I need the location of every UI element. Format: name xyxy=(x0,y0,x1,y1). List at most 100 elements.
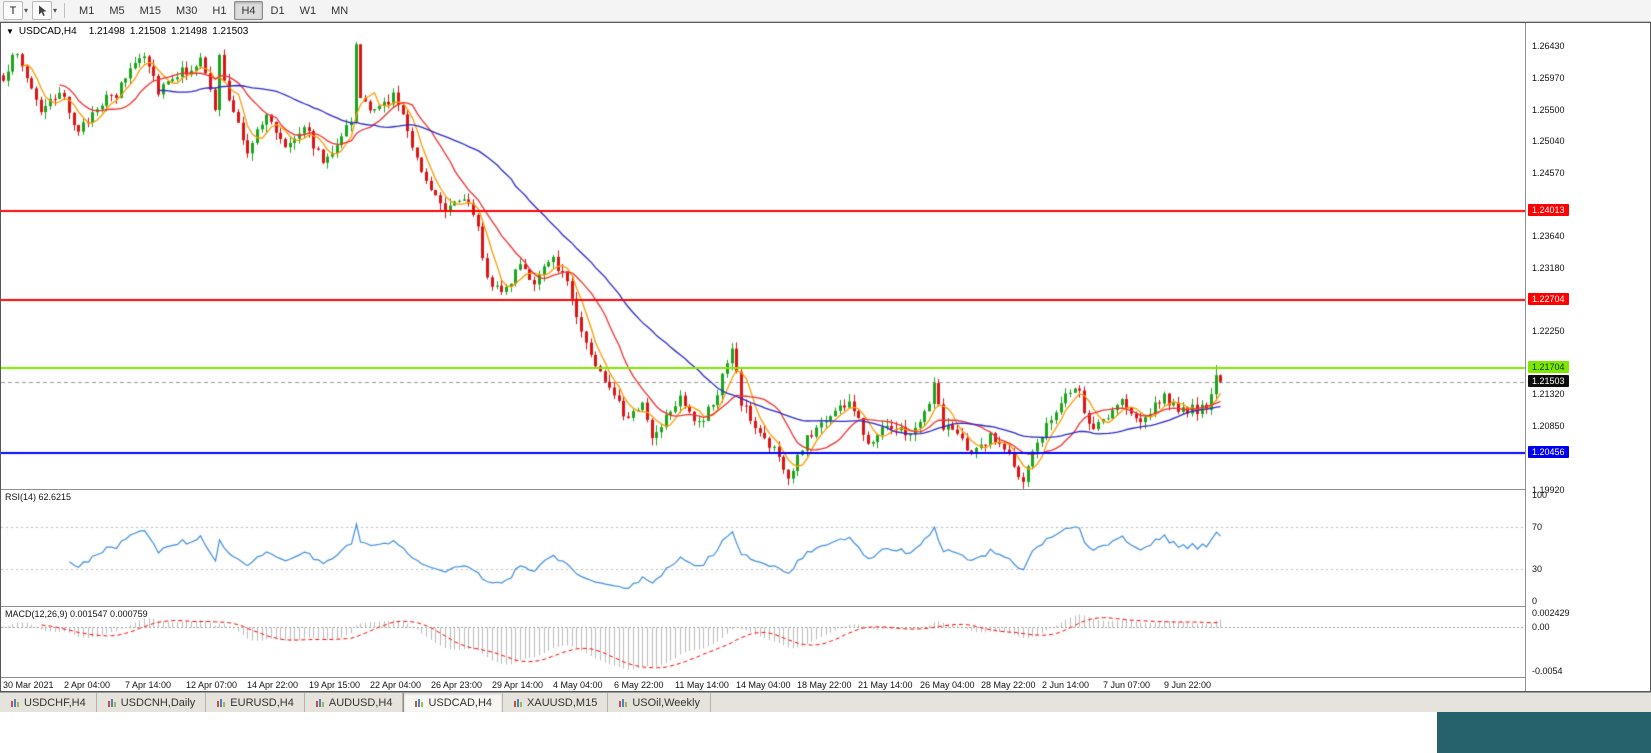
chart-tab-audusd-h4[interactable]: AUDUSD,H4 xyxy=(305,693,404,712)
timeframe-button-h4[interactable]: H4 xyxy=(234,1,263,20)
mini-chart-icon xyxy=(107,698,117,708)
ohlc-low: 1.21498 xyxy=(171,26,208,37)
chart-tab-label: USDCHF,H4 xyxy=(24,696,86,709)
toolbar: T ▾ ▾ M1 M5 M15 M30 H1 H4 D1 W1 MN xyxy=(0,0,1651,22)
time-axis-label: 19 Apr 15:00 xyxy=(309,680,361,690)
price-level-label: 1.21704 xyxy=(1528,361,1569,374)
price-axis-tick: 1.25040 xyxy=(1532,135,1565,146)
price-axis-tick: 1.22250 xyxy=(1532,325,1565,336)
price-axis-tick: 1.25500 xyxy=(1532,104,1565,115)
time-axis-label: 30 Mar 2021 xyxy=(3,680,54,690)
chart-tab-bar: USDCHF,H4 USDCNH,Daily EURUSD,H4 AUDUSD,H4 U… xyxy=(0,692,1651,712)
timeframe-button-w1[interactable]: W1 xyxy=(299,5,317,17)
chart-tab-label: USDCNH,Daily xyxy=(120,696,196,709)
chart-title: USDCAD,H4 xyxy=(18,26,77,37)
time-axis-label: 6 May 22:00 xyxy=(614,680,664,690)
timeframe-button-m5[interactable]: M5 xyxy=(109,5,125,17)
chevron-down-icon[interactable]: ▾ xyxy=(53,5,58,15)
time-axis-label: 18 May 22:00 xyxy=(797,680,852,690)
macd-pane-canvas[interactable] xyxy=(1,607,1525,677)
ohlc-open: 1.21498 xyxy=(88,26,125,37)
chart-tab-label: USOil,Weekly xyxy=(632,696,700,709)
cursor-icon xyxy=(38,5,47,17)
ohlc-close: 1.21503 xyxy=(212,26,249,37)
time-axis[interactable]: 30 Mar 2021 2 Apr 04:00 7 Apr 14:00 12 Apr … xyxy=(1,677,1525,691)
chart-tab-usdcnh-daily[interactable]: USDCNH,Daily xyxy=(97,693,207,712)
chart-window: ▼ USDCAD,H4 1.21498 1.21508 1.21498 1.21… xyxy=(0,22,1651,692)
time-axis-label: 7 Apr 14:00 xyxy=(125,680,172,690)
rsi-axis-tick: 100 xyxy=(1532,490,1548,500)
price-axis-tick: 1.23180 xyxy=(1532,262,1565,273)
time-axis-label: 22 Apr 04:00 xyxy=(370,680,422,690)
time-axis-label: 28 May 22:00 xyxy=(981,680,1036,690)
chart-tab-usdchf-h4[interactable]: USDCHF,H4 xyxy=(0,693,97,712)
pane-resize-handle[interactable] xyxy=(1,606,1650,607)
timeframe-toolbar: M1 M5 M15 M30 H1 H4 D1 W1 MN xyxy=(72,1,355,20)
time-axis-label: 7 Jun 07:00 xyxy=(1103,680,1151,690)
ohlc-high: 1.21508 xyxy=(129,26,167,37)
price-axis[interactable]: 1.26430 1.25970 1.25500 1.25040 1.24570 1.236… xyxy=(1526,23,1650,691)
toolbar-separator xyxy=(64,3,66,18)
price-level-label: 1.24013 xyxy=(1528,203,1569,216)
time-axis-label: 12 Apr 07:00 xyxy=(186,680,238,690)
timeframe-button-m30[interactable]: M30 xyxy=(176,5,198,17)
macd-axis-tick: -0.0054 xyxy=(1532,666,1563,676)
mini-chart-icon xyxy=(414,698,424,708)
time-axis-label: 29 Apr 14:00 xyxy=(492,680,544,690)
price-axis-tick: 1.26430 xyxy=(1532,41,1565,52)
chart-header: ▼ USDCAD,H4 1.21498 1.21508 1.21498 1.21… xyxy=(6,26,248,37)
mini-chart-icon xyxy=(513,698,523,708)
time-axis-label: 26 May 04:00 xyxy=(920,680,975,690)
time-axis-label: 11 May 14:00 xyxy=(675,680,729,690)
mini-chart-icon xyxy=(315,698,325,708)
macd-axis-tick: 0.00 xyxy=(1532,621,1550,632)
time-axis-label: 26 Apr 23:00 xyxy=(431,680,483,690)
mini-chart-icon xyxy=(618,698,628,708)
time-axis-label: 2 Apr 04:00 xyxy=(64,680,111,690)
text-tool-button[interactable]: T xyxy=(3,1,23,20)
macd-axis-tick: 0.002429 xyxy=(1532,608,1570,618)
chevron-down-icon[interactable]: ▾ xyxy=(24,5,29,15)
price-level-label: 1.20456 xyxy=(1528,446,1569,459)
chart-tab-eurusd-h4[interactable]: EURUSD,H4 xyxy=(206,693,305,712)
timeframe-button-m15[interactable]: M15 xyxy=(139,5,161,17)
time-axis-label: 14 May 04:00 xyxy=(736,680,791,690)
main-chart-canvas[interactable] xyxy=(1,23,1525,489)
current-price-label: 1.21503 xyxy=(1528,374,1569,387)
chart-tab-usdcad-h4[interactable]: USDCAD,H4 xyxy=(403,693,504,712)
timeframe-button-mn[interactable]: MN xyxy=(331,5,349,17)
window-bottom-strip xyxy=(0,712,1651,753)
rsi-pane-canvas[interactable] xyxy=(1,490,1525,606)
rsi-axis-tick: 70 xyxy=(1532,521,1543,532)
time-axis-label: 2 Jun 14:00 xyxy=(1042,680,1090,690)
price-level-label: 1.22704 xyxy=(1528,293,1569,305)
price-axis-tick: 1.23640 xyxy=(1532,231,1565,242)
time-axis-label: 21 May 14:00 xyxy=(858,680,913,690)
chart-tab-xauusd-m15[interactable]: XAUUSD,M15 xyxy=(503,693,609,712)
timeframe-button-d1[interactable]: D1 xyxy=(270,5,285,17)
collapse-icon[interactable]: ▼ xyxy=(6,27,14,36)
pane-resize-handle[interactable] xyxy=(1,489,1650,490)
chart-tab-label: XAUUSD,M15 xyxy=(527,696,598,709)
price-axis-tick: 1.24570 xyxy=(1532,167,1565,178)
rsi-axis-tick: 0 xyxy=(1532,596,1538,606)
time-axis-label: 4 May 04:00 xyxy=(553,680,603,690)
price-axis-tick: 1.19920 xyxy=(1532,484,1565,495)
time-axis-label: 9 Jun 22:00 xyxy=(1164,680,1212,690)
chart-tab-label: USDCAD,H4 xyxy=(428,696,493,709)
chart-tab-label: AUDUSD,H4 xyxy=(328,696,393,709)
cursor-tool-button[interactable] xyxy=(32,1,53,20)
mini-chart-icon xyxy=(216,698,226,708)
rsi-axis-tick: 30 xyxy=(1532,564,1543,575)
timeframe-button-h1[interactable]: H1 xyxy=(212,5,227,17)
taskbar-corner xyxy=(1437,712,1651,753)
macd-label: MACD(12,26,9) 0.001547 0.000759 xyxy=(5,609,148,619)
time-axis-label: 14 Apr 22:00 xyxy=(247,680,299,690)
price-axis-tick: 1.20850 xyxy=(1532,421,1565,432)
rsi-label: RSI(14) 62.6215 xyxy=(5,492,72,502)
timeframe-button-m1[interactable]: M1 xyxy=(79,5,95,17)
chart-tab-usoil-weekly[interactable]: USOil,Weekly xyxy=(608,693,711,712)
price-axis-tick: 1.25970 xyxy=(1532,72,1565,83)
chart-tab-label: EURUSD,H4 xyxy=(230,696,294,709)
price-axis-separator xyxy=(1525,23,1526,691)
